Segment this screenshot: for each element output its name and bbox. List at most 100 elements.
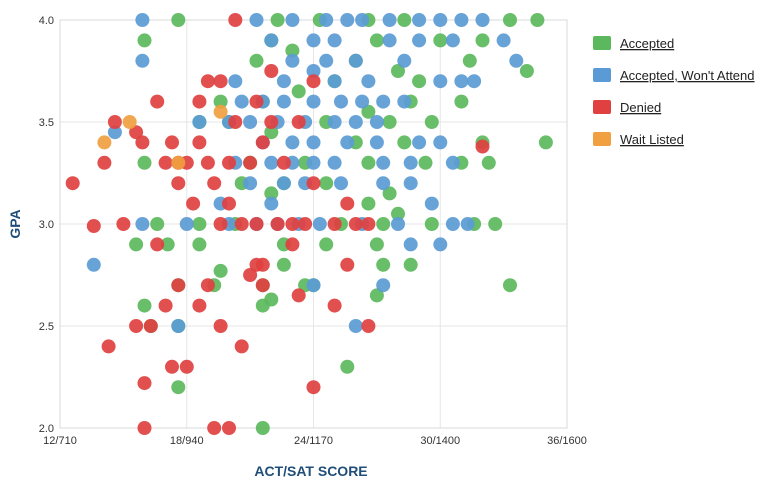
data-point <box>433 74 448 89</box>
x-tick-labels: 12/710 18/940 24/1170 30/1400 36/1600 <box>43 435 587 447</box>
data-point <box>348 217 363 231</box>
data-point <box>135 135 150 150</box>
data-point <box>150 94 165 109</box>
data-point <box>255 278 270 293</box>
data-point <box>530 13 545 27</box>
data-point <box>306 176 321 191</box>
data-point <box>276 257 291 272</box>
data-point <box>285 43 300 58</box>
data-point <box>270 13 285 27</box>
data-point <box>445 33 460 48</box>
data-point <box>116 217 131 231</box>
y-tick-label: 2.0 <box>39 423 54 435</box>
data-point <box>361 74 376 89</box>
data-point <box>327 217 342 231</box>
data-point <box>228 13 243 27</box>
data-point <box>424 196 439 211</box>
data-point <box>369 33 384 48</box>
legend-swatch <box>593 100 611 114</box>
data-point <box>200 155 215 170</box>
data-point <box>334 94 348 109</box>
data-point <box>137 298 152 313</box>
data-point <box>276 176 291 191</box>
data-point <box>376 217 391 231</box>
data-point <box>454 13 469 27</box>
data-point <box>403 237 418 252</box>
data-point <box>306 155 321 170</box>
data-point <box>327 33 342 48</box>
data-point <box>86 219 101 233</box>
data-point <box>369 115 384 129</box>
data-point <box>255 135 270 150</box>
data-point <box>433 13 448 27</box>
legend-swatch <box>593 36 611 50</box>
data-point <box>143 319 158 333</box>
data-point <box>264 196 279 211</box>
data-point <box>361 319 376 333</box>
data-point <box>509 53 524 68</box>
data-point <box>192 135 207 150</box>
data-point <box>222 155 236 170</box>
data-point <box>519 64 534 78</box>
data-point <box>361 217 376 231</box>
data-point <box>391 206 405 221</box>
data-point <box>135 53 150 68</box>
data-point <box>285 135 300 150</box>
data-point <box>192 94 207 109</box>
data-point <box>340 135 355 150</box>
data-point <box>150 217 165 231</box>
data-point <box>264 292 279 307</box>
data-point <box>412 13 427 27</box>
data-point <box>361 104 376 119</box>
data-point <box>291 288 306 303</box>
data-point <box>129 319 144 333</box>
data-point <box>462 53 477 68</box>
data-point <box>264 33 279 48</box>
y-tick-labels: 2.0 2.5 3.0 3.5 4.0 <box>39 15 54 435</box>
legend-label: Wait Listed <box>620 132 684 147</box>
data-point <box>327 74 342 89</box>
y-axis-title: GPA <box>7 209 23 238</box>
data-point <box>192 298 207 313</box>
data-point <box>460 217 475 231</box>
data-point <box>276 155 291 170</box>
data-point <box>171 176 186 191</box>
data-point <box>129 237 144 252</box>
data-point <box>228 74 243 89</box>
data-point <box>285 217 300 231</box>
data-point <box>65 176 80 191</box>
data-point <box>249 257 264 272</box>
data-point <box>503 13 517 27</box>
data-point <box>243 155 258 170</box>
data-point <box>186 196 201 211</box>
data-point <box>249 13 264 27</box>
data-point <box>129 125 144 140</box>
data-point <box>243 115 258 129</box>
data-point <box>312 217 327 231</box>
data-point <box>270 217 285 231</box>
data-point <box>291 115 306 129</box>
x-tick-label: 36/1600 <box>547 435 587 447</box>
data-point <box>403 155 418 170</box>
data-point <box>319 176 334 191</box>
data-point <box>234 217 249 231</box>
data-point <box>445 217 460 231</box>
data-point <box>150 237 165 252</box>
data-point <box>454 94 469 109</box>
data-point <box>348 53 363 68</box>
data-point <box>213 263 228 278</box>
data-point <box>213 217 228 231</box>
data-point <box>285 53 300 68</box>
data-point <box>234 94 249 109</box>
data-point <box>369 135 384 150</box>
data-points <box>65 13 553 435</box>
data-point <box>382 33 397 48</box>
legend-label: Accepted, Won't Attend <box>620 68 755 83</box>
data-point <box>137 155 152 170</box>
data-point <box>433 135 448 150</box>
data-point <box>264 64 279 78</box>
x-tick-label: 18/940 <box>170 435 204 447</box>
data-point <box>361 196 376 211</box>
data-point <box>412 74 427 89</box>
data-point <box>86 257 101 272</box>
